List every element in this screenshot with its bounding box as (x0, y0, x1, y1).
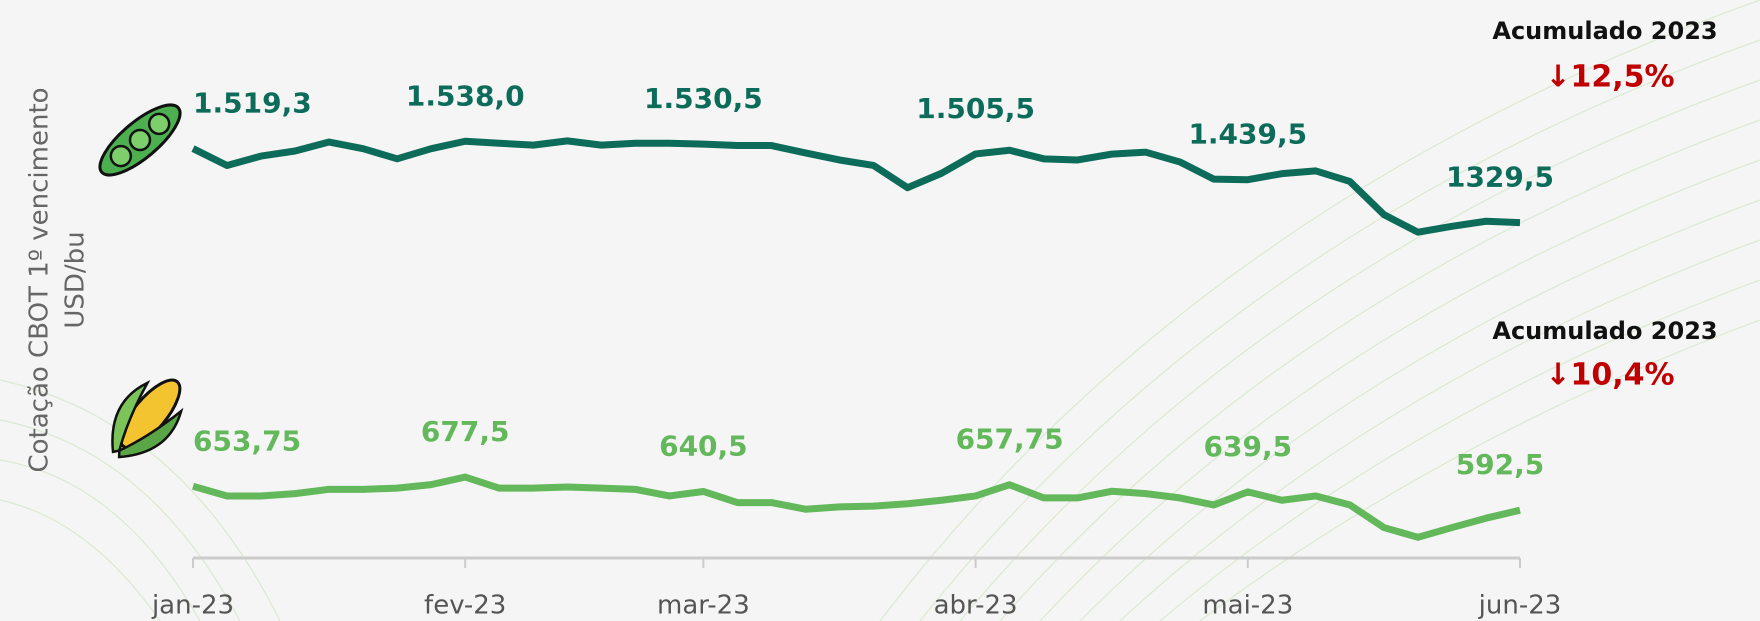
x-tick-label: jan-23 (151, 591, 234, 621)
data-label: 1.519,3 (193, 87, 312, 120)
data-label: 677,5 (421, 415, 510, 448)
x-tick-label: jun-23 (1478, 591, 1562, 621)
data-label: 1.530,5 (644, 82, 763, 115)
y-axis-title: Cotação CBOT 1º vencimento (25, 87, 55, 472)
x-tick-label: fev-23 (424, 591, 506, 621)
annotation-change: ↓12,5% (1545, 60, 1674, 95)
corn-icon (111, 378, 184, 459)
x-tick-label: mai-23 (1202, 591, 1293, 621)
data-label: 1.538,0 (406, 79, 525, 112)
data-label: 1.505,5 (916, 92, 1035, 125)
y-axis-title: USD/bu (61, 231, 91, 328)
annotation-change: ↓10,4% (1545, 358, 1674, 393)
data-label: 1.439,5 (1188, 118, 1307, 151)
data-label: 640,5 (659, 429, 748, 462)
x-tick-label: abr-23 (934, 591, 1018, 621)
data-label: 1329,5 (1446, 161, 1554, 194)
data-label: 592,5 (1456, 448, 1545, 481)
soy-icon (98, 103, 182, 177)
series-line (191, 137, 1521, 236)
data-label: 653,75 (193, 424, 301, 457)
annotation-title: Acumulado 2023 (1492, 17, 1717, 45)
data-label: 657,75 (956, 423, 1064, 456)
data-label: 639,5 (1204, 430, 1293, 463)
x-tick-label: mar-23 (657, 591, 750, 621)
series-line (192, 473, 1521, 541)
annotation-title: Acumulado 2023 (1492, 317, 1717, 345)
